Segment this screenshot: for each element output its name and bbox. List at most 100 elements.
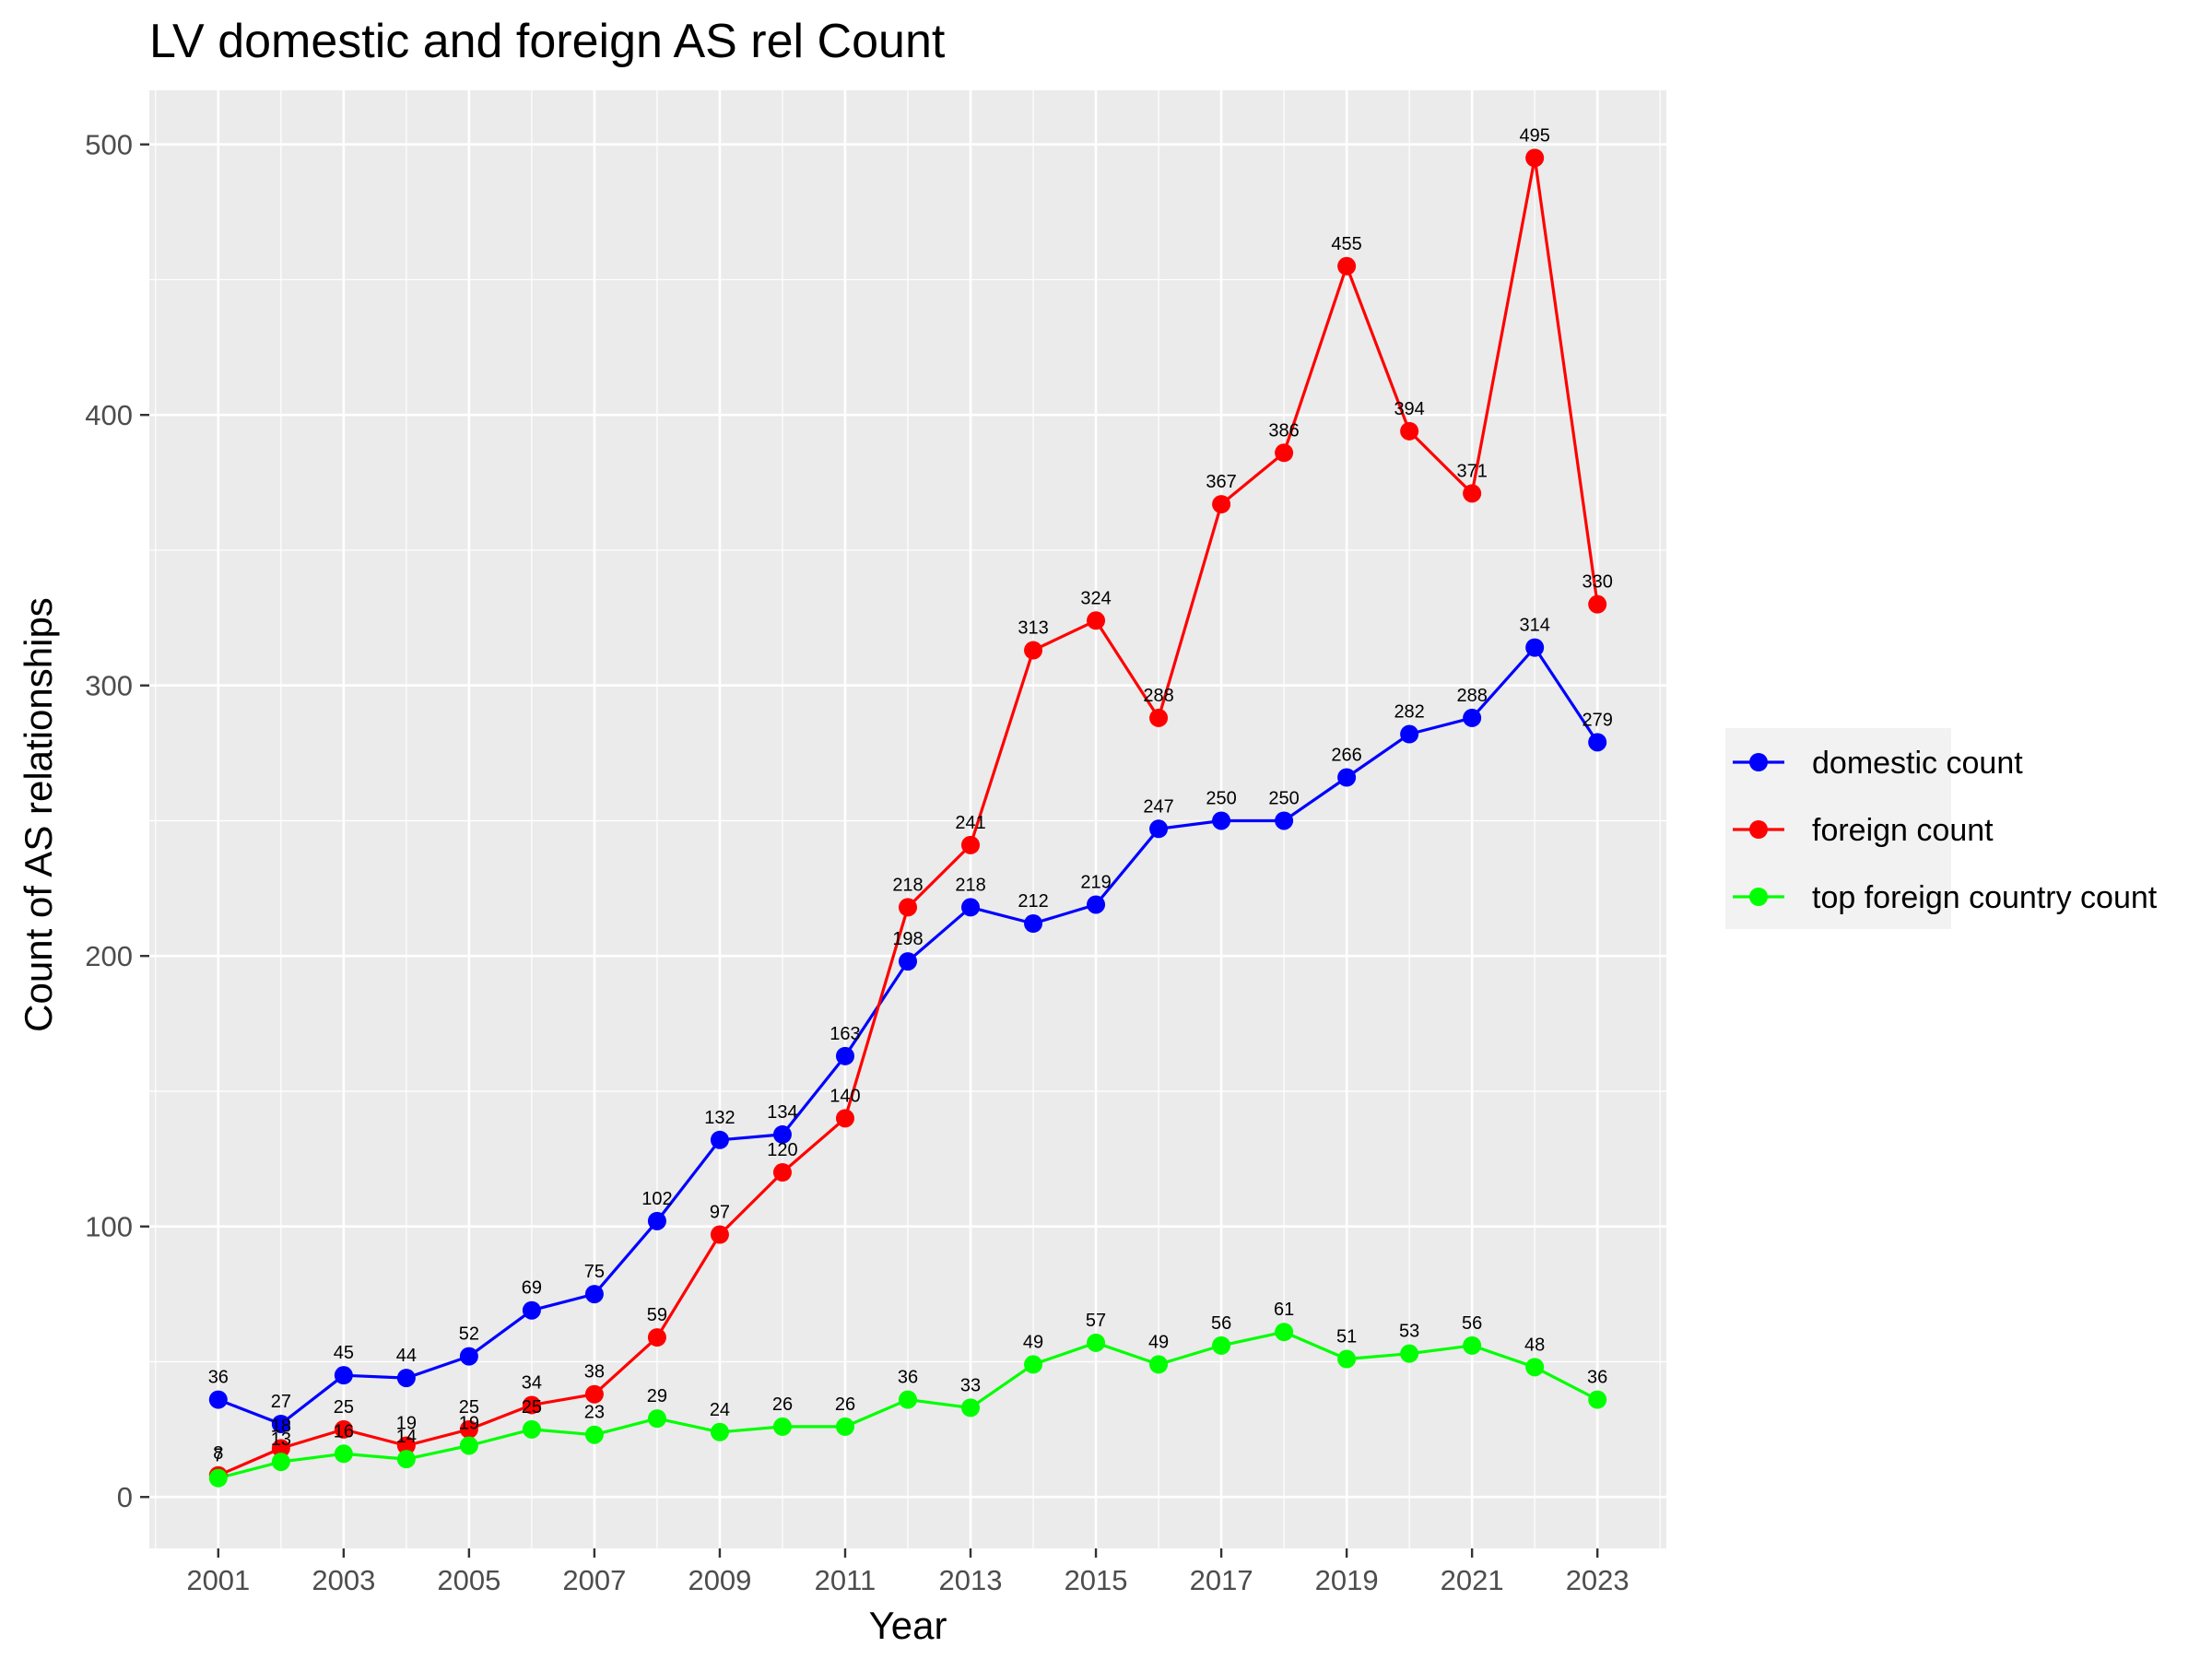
data-label: 132 bbox=[704, 1108, 735, 1128]
x-tick-label: 2001 bbox=[186, 1564, 250, 1596]
data-point bbox=[961, 835, 981, 854]
x-tick-label: 2015 bbox=[1065, 1564, 1128, 1596]
data-label: 75 bbox=[584, 1262, 605, 1282]
data-point bbox=[584, 1384, 604, 1404]
data-point bbox=[1463, 1335, 1482, 1355]
data-label: 38 bbox=[584, 1362, 605, 1382]
data-point bbox=[1463, 708, 1482, 727]
legend: domestic count foreign count top foreign c… bbox=[1725, 728, 2158, 929]
data-label: 27 bbox=[271, 1392, 291, 1412]
legend-label: domestic count bbox=[1812, 746, 2023, 781]
data-label: 250 bbox=[1268, 788, 1299, 808]
data-label: 26 bbox=[835, 1394, 855, 1415]
data-point bbox=[1400, 724, 1419, 744]
data-point bbox=[1337, 1349, 1357, 1369]
data-label: 134 bbox=[767, 1102, 797, 1123]
data-label: 29 bbox=[647, 1386, 667, 1406]
data-point bbox=[647, 1328, 666, 1347]
data-point bbox=[459, 1419, 478, 1439]
data-label: 49 bbox=[1023, 1332, 1043, 1352]
data-point bbox=[1275, 1323, 1294, 1342]
x-tick-label: 2013 bbox=[939, 1564, 1003, 1596]
data-point bbox=[1024, 641, 1043, 660]
data-point bbox=[1212, 1335, 1231, 1355]
data-point bbox=[772, 1417, 792, 1436]
data-point bbox=[271, 1414, 290, 1433]
data-label: 282 bbox=[1394, 702, 1424, 723]
data-label: 36 bbox=[208, 1368, 229, 1388]
y-axis: 0 100 200 300 400 500 bbox=[85, 129, 149, 1513]
data-label: 25 bbox=[522, 1397, 542, 1418]
data-point bbox=[710, 1422, 729, 1441]
legend-key-point bbox=[1749, 820, 1768, 839]
data-point bbox=[396, 1450, 416, 1469]
data-point bbox=[899, 952, 917, 971]
data-point bbox=[1024, 1355, 1043, 1374]
legend-key-point bbox=[1749, 888, 1768, 906]
data-point bbox=[1087, 611, 1106, 630]
data-label: 495 bbox=[1519, 125, 1549, 146]
data-label: 56 bbox=[1462, 1313, 1482, 1334]
data-label: 34 bbox=[522, 1372, 542, 1393]
data-label: 313 bbox=[1018, 618, 1048, 639]
data-point bbox=[772, 1124, 792, 1144]
data-point bbox=[899, 1390, 917, 1409]
x-tick-label: 2009 bbox=[688, 1564, 751, 1596]
data-point bbox=[334, 1419, 353, 1439]
data-label: 247 bbox=[1143, 796, 1173, 817]
y-tick-label: 0 bbox=[117, 1481, 133, 1513]
y-axis-title: Count of AS relationships bbox=[17, 597, 60, 1032]
data-label: 33 bbox=[960, 1375, 981, 1395]
y-tick-label: 500 bbox=[85, 129, 133, 161]
x-tick-label: 2011 bbox=[815, 1564, 877, 1596]
data-point bbox=[459, 1347, 478, 1366]
data-label: 59 bbox=[647, 1305, 667, 1325]
data-point bbox=[522, 1419, 541, 1439]
legend-label: top foreign country count bbox=[1812, 880, 2158, 915]
data-label: 288 bbox=[1456, 686, 1487, 706]
data-point bbox=[522, 1395, 541, 1415]
data-label: 371 bbox=[1456, 461, 1487, 481]
data-point bbox=[208, 1468, 228, 1488]
data-label: 330 bbox=[1582, 572, 1612, 593]
x-tick-label: 2021 bbox=[1441, 1564, 1504, 1596]
legend-key-point bbox=[1749, 753, 1768, 771]
data-point bbox=[1588, 1390, 1607, 1409]
data-point bbox=[459, 1436, 478, 1455]
data-label: 25 bbox=[459, 1397, 479, 1418]
y-tick-label: 200 bbox=[85, 940, 133, 972]
data-point bbox=[1400, 421, 1419, 441]
data-label: 45 bbox=[334, 1343, 354, 1363]
data-point bbox=[1525, 1358, 1545, 1377]
data-label: 14 bbox=[396, 1427, 417, 1447]
data-label: 102 bbox=[641, 1189, 672, 1209]
data-label: 13 bbox=[271, 1430, 291, 1450]
data-point bbox=[584, 1285, 604, 1304]
data-point bbox=[271, 1453, 290, 1472]
data-point bbox=[396, 1436, 416, 1455]
data-point bbox=[1275, 443, 1294, 463]
data-point bbox=[1024, 914, 1043, 933]
data-label: 61 bbox=[1274, 1300, 1294, 1320]
y-tick-label: 100 bbox=[85, 1211, 133, 1243]
data-label: 250 bbox=[1206, 788, 1236, 808]
data-label: 52 bbox=[459, 1324, 479, 1345]
x-axis-title: Year bbox=[869, 1604, 947, 1647]
data-point bbox=[647, 1211, 666, 1230]
data-point bbox=[961, 1398, 981, 1418]
data-label: 69 bbox=[522, 1278, 542, 1299]
data-point bbox=[1588, 733, 1607, 752]
x-axis: 2001 2003 2005 2007 2009 2011 2013 2015 2017 2019… bbox=[186, 1548, 1630, 1596]
data-label: 19 bbox=[459, 1413, 479, 1433]
data-point bbox=[1463, 484, 1482, 503]
data-label: 218 bbox=[955, 875, 985, 895]
data-point bbox=[522, 1300, 541, 1320]
data-label: 36 bbox=[898, 1368, 918, 1388]
data-label: 279 bbox=[1582, 710, 1612, 730]
y-tick-label: 400 bbox=[85, 399, 133, 431]
data-label: 44 bbox=[396, 1346, 417, 1366]
data-point bbox=[1275, 811, 1294, 830]
x-tick-label: 2017 bbox=[1190, 1564, 1253, 1596]
legend-label: foreign count bbox=[1812, 813, 1994, 848]
